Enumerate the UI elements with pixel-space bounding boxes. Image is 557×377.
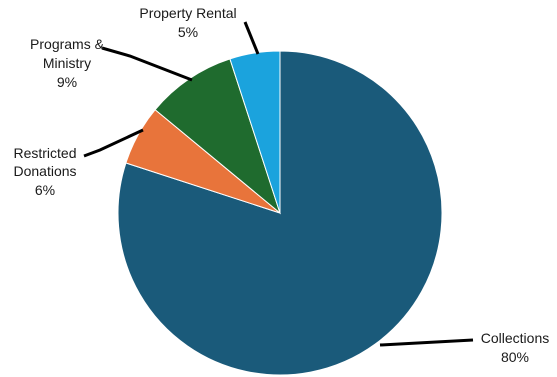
label-property-rental-pct: 5% bbox=[178, 24, 198, 40]
leader-line-programs bbox=[101, 46, 193, 82]
slice-labels: Property Rental 5% Programs & Ministry 9… bbox=[13, 5, 549, 365]
leader-line-property-rental bbox=[243, 21, 260, 55]
label-collections: Collections bbox=[481, 330, 549, 346]
label-property-rental: Property Rental bbox=[139, 5, 236, 21]
label-programs-line2: Ministry bbox=[43, 55, 91, 71]
pie-slice-property-rental bbox=[229, 50, 281, 214]
label-restricted-pct: 6% bbox=[35, 182, 55, 198]
pie-slices bbox=[117, 50, 443, 376]
leader-line-restricted bbox=[83, 128, 144, 158]
label-restricted-line2: Donations bbox=[13, 163, 76, 179]
label-programs-pct: 9% bbox=[57, 74, 77, 90]
label-collections-pct: 80% bbox=[501, 349, 529, 365]
label-programs: Programs & bbox=[30, 36, 105, 52]
leader-lines bbox=[83, 21, 474, 347]
leader-line-collections bbox=[379, 338, 474, 347]
label-restricted: Restricted bbox=[13, 145, 76, 161]
